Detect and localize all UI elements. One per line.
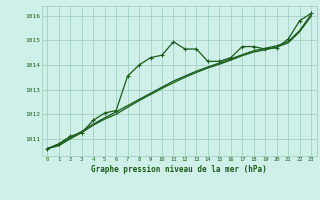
X-axis label: Graphe pression niveau de la mer (hPa): Graphe pression niveau de la mer (hPa) xyxy=(91,165,267,174)
